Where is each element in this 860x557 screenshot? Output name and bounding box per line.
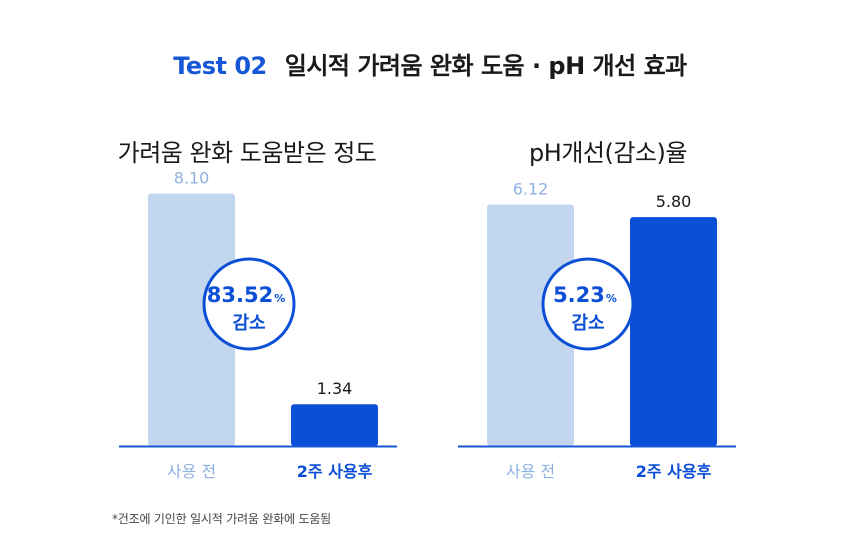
chart-itch-relief: 가려움 완화 도움받은 정도 8.10 사용 전 1.34 2주 사용후 83.52% 감… <box>118 130 419 500</box>
bar-before <box>148 193 235 446</box>
value-label: 1.34 <box>317 379 353 398</box>
value-label: 6.12 <box>513 179 549 198</box>
chart-title: pH개선(감소)율 <box>529 139 687 167</box>
reduction-badge <box>202 257 296 351</box>
value-label: 5.80 <box>656 192 692 211</box>
test-tag: Test 02 <box>173 52 267 80</box>
page-title: Test 02 일시적 가려움 완화 도움 · pH 개선 효과 <box>0 46 860 81</box>
chart-svg: 6.12 사용 전 5.80 2주 사용후 5.23% 감소 <box>458 179 736 481</box>
badge-value: 5.23% <box>553 283 617 307</box>
category-label: 사용 전 <box>167 462 216 481</box>
chart-title: 가려움 완화 도움받은 정도 <box>117 139 377 167</box>
badge-value: 83.52% <box>207 283 285 307</box>
test-title: 일시적 가려움 완화 도움 · pH 개선 효과 <box>284 52 688 80</box>
category-label: 사용 전 <box>506 462 555 481</box>
bar-after <box>630 217 717 446</box>
badge-label: 감소 <box>571 313 604 334</box>
badge-label: 감소 <box>232 313 265 334</box>
bar-after <box>291 404 378 446</box>
value-label: 8.10 <box>174 169 210 188</box>
category-label: 2주 사용후 <box>297 462 373 481</box>
chart-svg: 8.10 사용 전 1.34 2주 사용후 83.52% 감소 <box>119 169 397 481</box>
chart-ph-improvement: pH개선(감소)율 6.12 사용 전 5.80 2주 사용후 5.23% 감소 <box>458 130 758 500</box>
reduction-badge <box>541 257 635 351</box>
bar-before <box>487 204 574 446</box>
category-label: 2주 사용후 <box>636 462 712 481</box>
footnote: *건조에 기인한 일시적 가려움 완화에 도움됨 <box>112 512 331 526</box>
